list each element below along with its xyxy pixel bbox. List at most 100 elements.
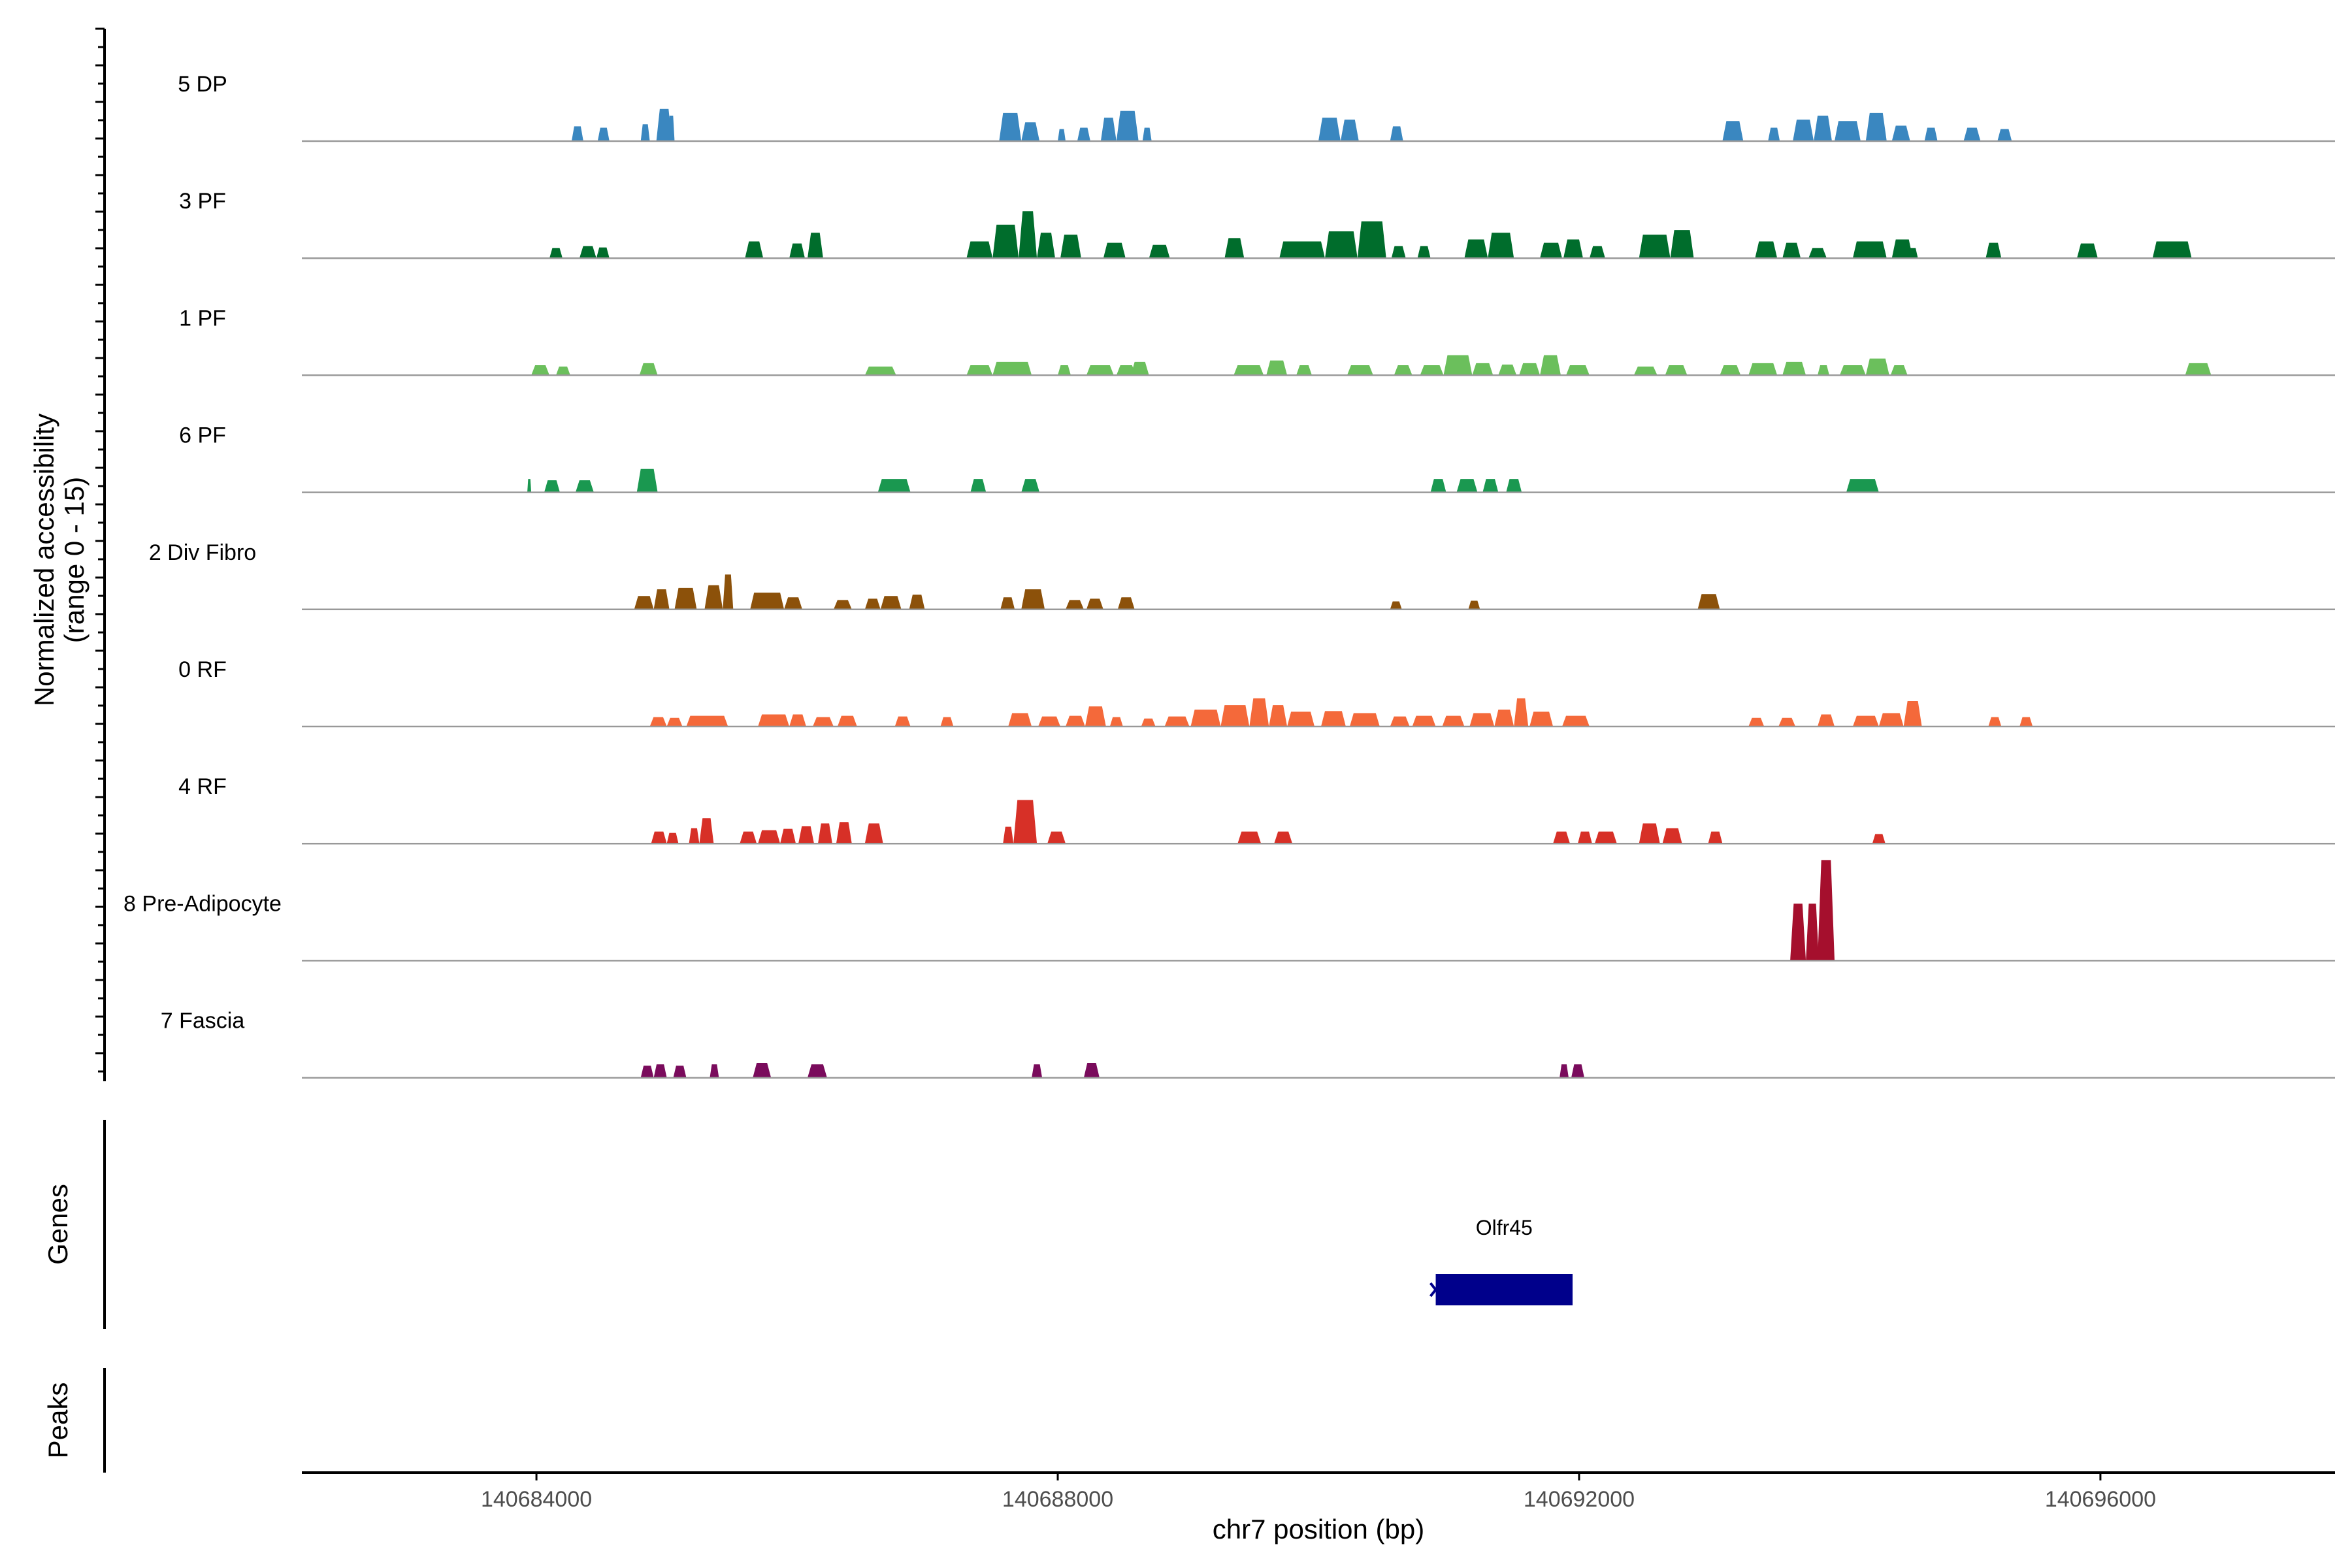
coverage-peak [818,823,832,844]
coverage-peak [1318,118,1341,141]
coverage-peak [636,468,658,493]
coverage-peak [1021,589,1045,610]
coverage-peak [1907,248,1918,259]
coverage-peak [1103,242,1126,259]
coverage-panel: 5 DP 3 PF 1 PF 6 PF 2 Div Fibro 0 RF 4 RF 8 Pre… [29,27,2335,1081]
coverage-peak [1697,594,1720,610]
coverage-peak [1720,365,1741,376]
coverage-peak [1985,242,2002,259]
coverage-peak [666,832,679,844]
coverage-peak [1347,365,1373,376]
coverage-peak [864,367,896,376]
track-5-dp: 5 DP [178,72,2335,142]
x-tick-label: 140688000 [1002,1487,1113,1512]
coverage-peak [966,365,993,376]
coverage-peak [686,715,728,727]
track-0-rf: 0 RF [178,657,2335,728]
x-tick-label: 140684000 [481,1487,592,1512]
coverage-peak [784,597,802,610]
coverage-peak [1488,233,1514,259]
coverage-peak [1390,601,1402,610]
coverage-peak [789,243,805,259]
coverage-peak [2152,241,2192,259]
coverage-peak [1149,244,1170,259]
coverage-peak [1003,826,1014,844]
coverage-peak [758,714,790,727]
coverage-peak [1835,121,1861,141]
coverage-peak [1852,241,1887,259]
coverage-peak [1670,230,1694,259]
coverage-peak [1037,233,1055,259]
coverage-peak [1506,479,1522,493]
track-label: 7 Fascia [161,1009,245,1034]
coverage-peak [1519,363,1541,376]
coverage-peak [1060,235,1081,259]
coverage-peak [1589,246,1605,259]
coverage-peak [740,831,757,844]
track-label: 6 PF [179,423,226,448]
coverage-peak [1560,1064,1569,1078]
coverage-peak [1021,122,1040,141]
coverage-y-ticks [95,27,105,1073]
coverage-peak [1008,713,1032,727]
track-label: 0 RF [178,657,227,682]
coverage-peak [1116,365,1136,376]
coverage-peak [1058,365,1071,376]
coverage-peak [1013,800,1037,844]
coverage-peak [653,589,670,610]
coverage-tracks: 5 DP 3 PF 1 PF 6 PF 2 Div Fibro 0 RF 4 RF 8 Pre… [123,72,2335,1079]
coverage-peak [1325,231,1358,259]
track-label: 3 PF [179,189,226,214]
coverage-peak [571,126,583,141]
coverage-peak [798,826,814,844]
coverage-peak [1083,1063,1100,1078]
coverage-peak [753,1063,772,1078]
coverage-peak [1430,479,1446,493]
coverage-peak [1047,831,1066,844]
peaks-panel: Peaks [42,1368,106,1473]
coverage-peak [1662,828,1682,844]
track-8-pre-adipocyte: 8 Pre-Adipocyte [123,860,2335,962]
coverage-peak [1566,365,1590,376]
coverage-peak [1963,127,1981,141]
gene-label-olfr45: Olfr45 [1476,1216,1533,1239]
track-label: 8 Pre-Adipocyte [123,891,282,916]
track-2-div-fibro: 2 Div Fibro [149,540,2335,611]
genes-panel-title: Genes [42,1184,73,1265]
track-1-pf: 1 PF [179,306,2335,376]
coverage-peak [758,830,781,844]
coverage-peak [1839,365,1866,376]
x-tick-label: 140692000 [1524,1487,1635,1512]
coverage-peak [710,1064,719,1078]
coverage-peak [1563,239,1583,259]
coverage-peak [1553,831,1570,844]
coverage-peak [1086,598,1103,610]
gene-exon-olfr45 [1435,1274,1573,1305]
coverage-peak [651,831,667,844]
coverage-peak [723,574,734,610]
coverage-peak [597,127,610,141]
coverage-peak [649,717,667,727]
track-7-fascia: 7 Fascia [161,1009,2335,1079]
coverage-peak [966,241,993,259]
coverage-peak [808,1064,827,1078]
coverage-peak [1529,711,1554,727]
coverage-peak [1469,713,1495,727]
coverage-peak [634,596,654,610]
coverage-peak [1021,479,1040,493]
coverage-peak [666,717,683,727]
coverage-peak [992,361,1032,376]
coverage-peak [653,1064,667,1078]
coverage-peak [1456,479,1478,493]
coverage-peak [1891,239,1913,259]
coverage-peak [640,124,650,141]
coverage-peak [1412,715,1436,727]
coverage-peak [1233,365,1264,376]
coverage-peak [1077,127,1090,141]
gene-strand-marker [1429,1282,1443,1298]
gene-models: Olfr45 [1429,1216,1573,1305]
coverage-peak [813,717,834,727]
track-label: 2 Div Fibro [149,540,256,565]
coverage-peak [575,480,594,493]
